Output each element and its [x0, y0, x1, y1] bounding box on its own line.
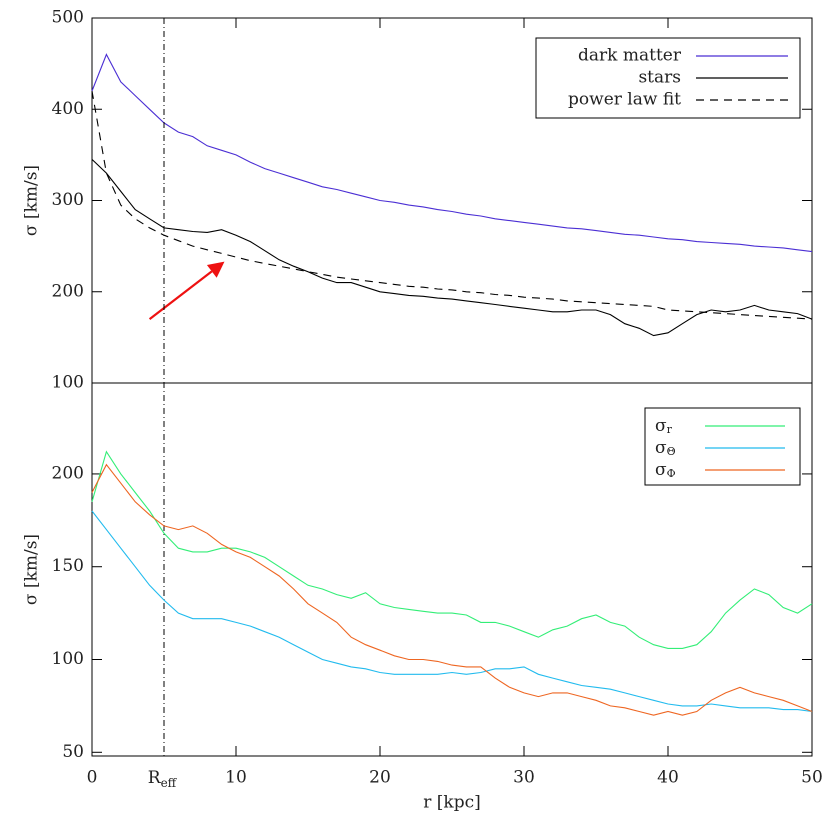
legend-box	[644, 407, 801, 486]
series-line	[91, 53, 813, 253]
legend-label-sub: Φ	[667, 467, 676, 480]
series-line	[91, 510, 813, 713]
legend-label: σΦ	[655, 460, 676, 481]
y-tick-label: 150	[52, 556, 84, 576]
y-tick-label: 50	[62, 742, 84, 762]
reff-label-main: R	[148, 768, 162, 788]
x-tick-label: 50	[801, 768, 823, 788]
legend-label-main: σ	[655, 438, 667, 458]
legend-label: σΘ	[655, 438, 676, 459]
y-axis-label: σ [km/s]	[22, 165, 42, 236]
annotation-arrowhead	[206, 261, 225, 278]
y-tick-label: 100	[52, 373, 84, 393]
annotation-arrow	[148, 270, 213, 320]
legend-label-main: σ	[655, 460, 667, 480]
legend-label-sub: Θ	[667, 445, 676, 458]
legend-label: power law fit	[568, 90, 681, 110]
x-tick-label: 10	[225, 768, 247, 788]
legend-label: σr	[655, 416, 673, 437]
legend-label-main: σ	[655, 416, 667, 436]
legend-label: dark matter	[578, 46, 682, 66]
y-tick-label: 300	[52, 190, 84, 210]
x-tick-label: 0	[87, 768, 98, 788]
series-line	[91, 159, 813, 337]
x-tick-label: 30	[513, 768, 535, 788]
y-tick-label: 400	[52, 99, 84, 119]
x-tick-label: 20	[369, 768, 391, 788]
legend-label-sub: r	[667, 423, 673, 436]
series-line	[91, 463, 813, 716]
reff-label: Reff	[148, 768, 178, 790]
legend-label: stars	[638, 68, 681, 88]
x-tick-label: 40	[657, 768, 679, 788]
plot-frame	[91, 382, 813, 757]
y-tick-label: 200	[52, 463, 84, 483]
series-line	[91, 450, 813, 649]
x-axis-label: r [kpc]	[423, 793, 481, 813]
reff-label-sub: eff	[161, 776, 178, 790]
y-tick-label: 200	[52, 281, 84, 301]
y-axis-label: σ [km/s]	[22, 534, 42, 605]
y-tick-label: 100	[52, 649, 84, 669]
y-tick-label: 500	[52, 8, 84, 28]
series-line	[91, 90, 813, 320]
